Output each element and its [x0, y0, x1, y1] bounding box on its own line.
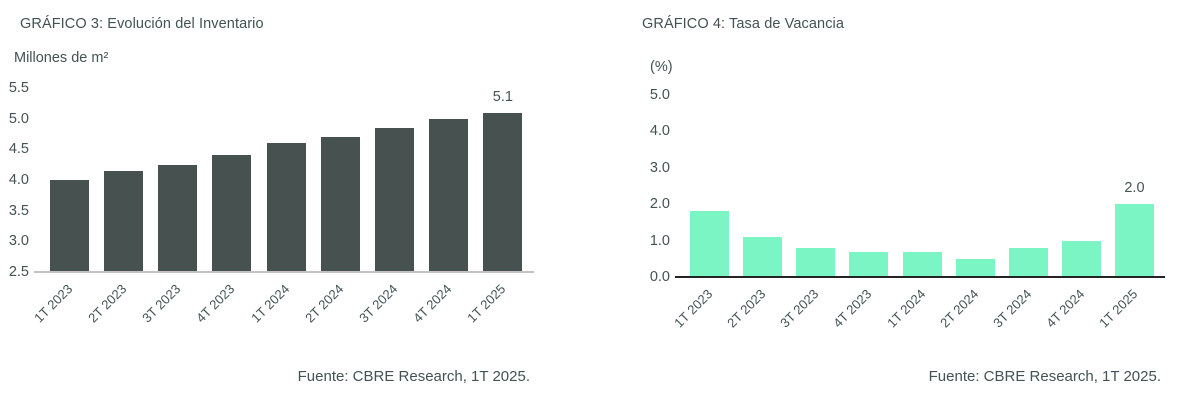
y-axis-unit-label: (%): [650, 59, 673, 75]
x-tick-label: 1T 2023: [30, 281, 76, 326]
y-tick-label: 3.5: [8, 202, 29, 219]
x-tick-label: 1T 2024: [247, 281, 292, 326]
bar: [374, 128, 414, 272]
y-tick-label: 2.5: [8, 264, 29, 280]
bar: [1061, 241, 1101, 277]
y-tick-label: 4.0: [8, 172, 29, 188]
bar: [429, 119, 469, 272]
bar-value-label: 2.0: [1124, 180, 1145, 196]
bar: [955, 259, 995, 277]
y-tick-label: 2.0: [649, 196, 670, 213]
bar: [158, 165, 198, 272]
source-note: Fuente: CBRE Research, 1T 2025.: [928, 368, 1161, 385]
bar: [266, 143, 306, 272]
x-tick-label: 3T 2024: [989, 286, 1035, 331]
bar: [1114, 204, 1154, 277]
y-tick-label: 4.0: [649, 123, 670, 140]
y-tick-label: 3.0: [649, 159, 670, 176]
y-tick-label: 1.0: [649, 232, 670, 249]
plot-area-vacancia: 5.0 4.0 3.0 2.0 1.0 0.0 1T 2023 2T 2023 3T 2023 4…: [650, 87, 1165, 330]
x-tick-label: 1T 2023: [671, 286, 716, 331]
bar: [483, 113, 523, 272]
x-tick-label: 1T 2024: [883, 286, 928, 331]
x-tick-label: 2T 2024: [936, 286, 982, 331]
y-tick-label: 5.0: [649, 87, 670, 103]
bar: [902, 252, 942, 277]
y-tick-label: 3.0: [8, 233, 29, 250]
x-tick-label: 2T 2023: [85, 281, 130, 326]
bar: [849, 252, 889, 277]
x-tick-label: 4T 2024: [1043, 286, 1088, 331]
y-tick-label: 4.5: [8, 141, 29, 158]
bar: [103, 171, 143, 272]
x-axis-line: [34, 271, 534, 273]
bar: [796, 248, 836, 277]
bar: [743, 237, 783, 277]
bar: [690, 211, 730, 277]
x-tick-label: 1T 2025: [464, 281, 509, 326]
chart-title: GRÁFICO 4: Tasa de Vacancia: [642, 16, 845, 32]
x-axis-line: [675, 276, 1165, 278]
bar-value-label: 5.1: [492, 89, 513, 105]
bar: [212, 155, 252, 272]
x-tick-label: 2T 2023: [724, 286, 769, 331]
x-tick-label: 3T 2023: [777, 286, 822, 331]
plot-area-inventario: 5.5 5.0 4.5 4.0 3.5 3.0 2.5 1T 2023 2T 2023 3T 20…: [9, 80, 534, 325]
x-tick-label: 4T 2023: [193, 281, 238, 326]
chart-title: GRÁFICO 3: Evolución del Inventario: [20, 16, 264, 32]
y-axis-unit-label: Millones de m²: [14, 50, 109, 66]
x-tick-label: 3T 2024: [356, 281, 401, 326]
x-tick-label: 4T 2023: [830, 286, 875, 331]
y-tick-label: 5.5: [8, 80, 29, 96]
x-tick-label: 2T 2024: [301, 281, 347, 326]
y-tick-label: 0.0: [649, 269, 670, 285]
x-tick-label: 1T 2025: [1096, 286, 1141, 331]
bar: [49, 180, 89, 272]
x-tick-label: 4T 2024: [410, 281, 455, 326]
bar: [1008, 248, 1048, 277]
source-note: Fuente: CBRE Research, 1T 2025.: [297, 368, 530, 385]
x-tick-label: 3T 2023: [139, 281, 184, 326]
bar: [320, 137, 360, 272]
y-tick-label: 5.0: [8, 110, 29, 127]
